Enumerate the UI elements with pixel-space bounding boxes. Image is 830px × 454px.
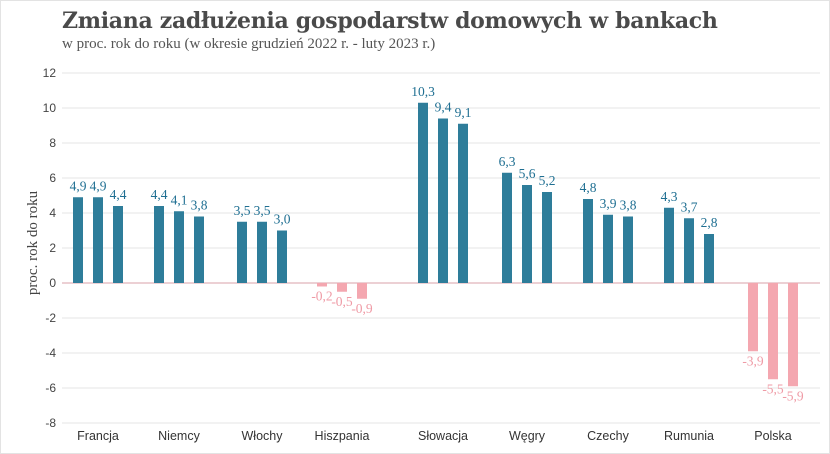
y-tick-label: 12 [43, 66, 57, 80]
data-label: -3,9 [742, 353, 764, 368]
bar [768, 283, 778, 380]
chart-subtitle: w proc. rok do roku (w okresie grudzień … [62, 36, 436, 52]
data-label: -0,9 [351, 301, 373, 316]
category-label: Francja [77, 429, 119, 443]
bar [357, 283, 367, 299]
bar [277, 230, 287, 283]
bar [257, 221, 267, 283]
data-label: 3,7 [681, 199, 698, 214]
bar [522, 185, 532, 283]
bar [502, 172, 512, 283]
data-label: -0,2 [311, 289, 332, 304]
chart-title: Zmiana zadłużenia gospodarstw domowych w… [62, 8, 718, 34]
bar [684, 218, 694, 283]
y-tick-label: -2 [45, 311, 56, 325]
data-label: -5,9 [782, 388, 804, 403]
category-label: Słowacja [418, 429, 468, 443]
data-label: 4,9 [70, 178, 87, 193]
data-label: 5,6 [519, 166, 536, 181]
bar [788, 283, 798, 387]
y-tick-label: 2 [49, 241, 56, 255]
data-label: 4,3 [661, 189, 678, 204]
y-tick-label: 0 [49, 276, 56, 290]
data-label: 4,9 [90, 178, 107, 193]
data-label: 4,1 [171, 192, 188, 207]
data-label: 10,3 [411, 84, 435, 99]
data-label: 4,8 [580, 180, 597, 195]
bar [542, 192, 552, 283]
bar [237, 221, 247, 283]
y-axis-label: proc. rok do roku [25, 190, 41, 295]
data-label: 3,5 [234, 203, 251, 218]
category-label: Polska [754, 429, 792, 443]
y-tick-label: -8 [45, 416, 56, 430]
data-label: 4,4 [110, 187, 127, 202]
bar [664, 207, 674, 283]
bar [73, 197, 83, 283]
data-label: 6,3 [499, 154, 516, 169]
y-tick-label: -4 [45, 346, 56, 360]
category-label: Czechy [587, 429, 629, 443]
data-label: 3,0 [274, 212, 291, 227]
bar [458, 123, 468, 283]
y-tick-label: 8 [49, 136, 56, 150]
bar [748, 283, 758, 352]
data-label: 9,1 [455, 105, 472, 120]
bar [93, 197, 103, 283]
bar [154, 206, 164, 283]
data-label: 9,4 [435, 100, 452, 115]
y-tick-label: -6 [45, 381, 56, 395]
bar [337, 283, 347, 292]
data-label: 3,8 [620, 198, 637, 213]
bar [438, 118, 448, 283]
data-label: 3,5 [254, 203, 271, 218]
category-label: Rumunia [664, 429, 714, 443]
data-label: 3,9 [600, 196, 617, 211]
data-label: 2,8 [701, 215, 718, 230]
bar [704, 234, 714, 283]
bar [418, 102, 428, 283]
category-label: Włochy [242, 429, 284, 443]
data-label: -0,5 [331, 294, 353, 309]
bar [603, 214, 613, 283]
y-tick-label: 4 [49, 206, 56, 220]
y-tick-label: 10 [43, 101, 57, 115]
bar [623, 216, 633, 283]
category-label: Węgry [509, 429, 546, 443]
data-label: 3,8 [191, 198, 208, 213]
data-label: 4,4 [151, 187, 168, 202]
bar [194, 216, 204, 283]
bar [317, 283, 327, 287]
bar [583, 199, 593, 283]
category-label: Niemcy [158, 429, 200, 443]
bar [113, 206, 123, 283]
bar [174, 211, 184, 283]
y-tick-label: 6 [49, 171, 56, 185]
category-label: Hiszpania [315, 429, 370, 443]
data-label: -5,5 [762, 381, 784, 396]
data-label: 5,2 [539, 173, 556, 188]
